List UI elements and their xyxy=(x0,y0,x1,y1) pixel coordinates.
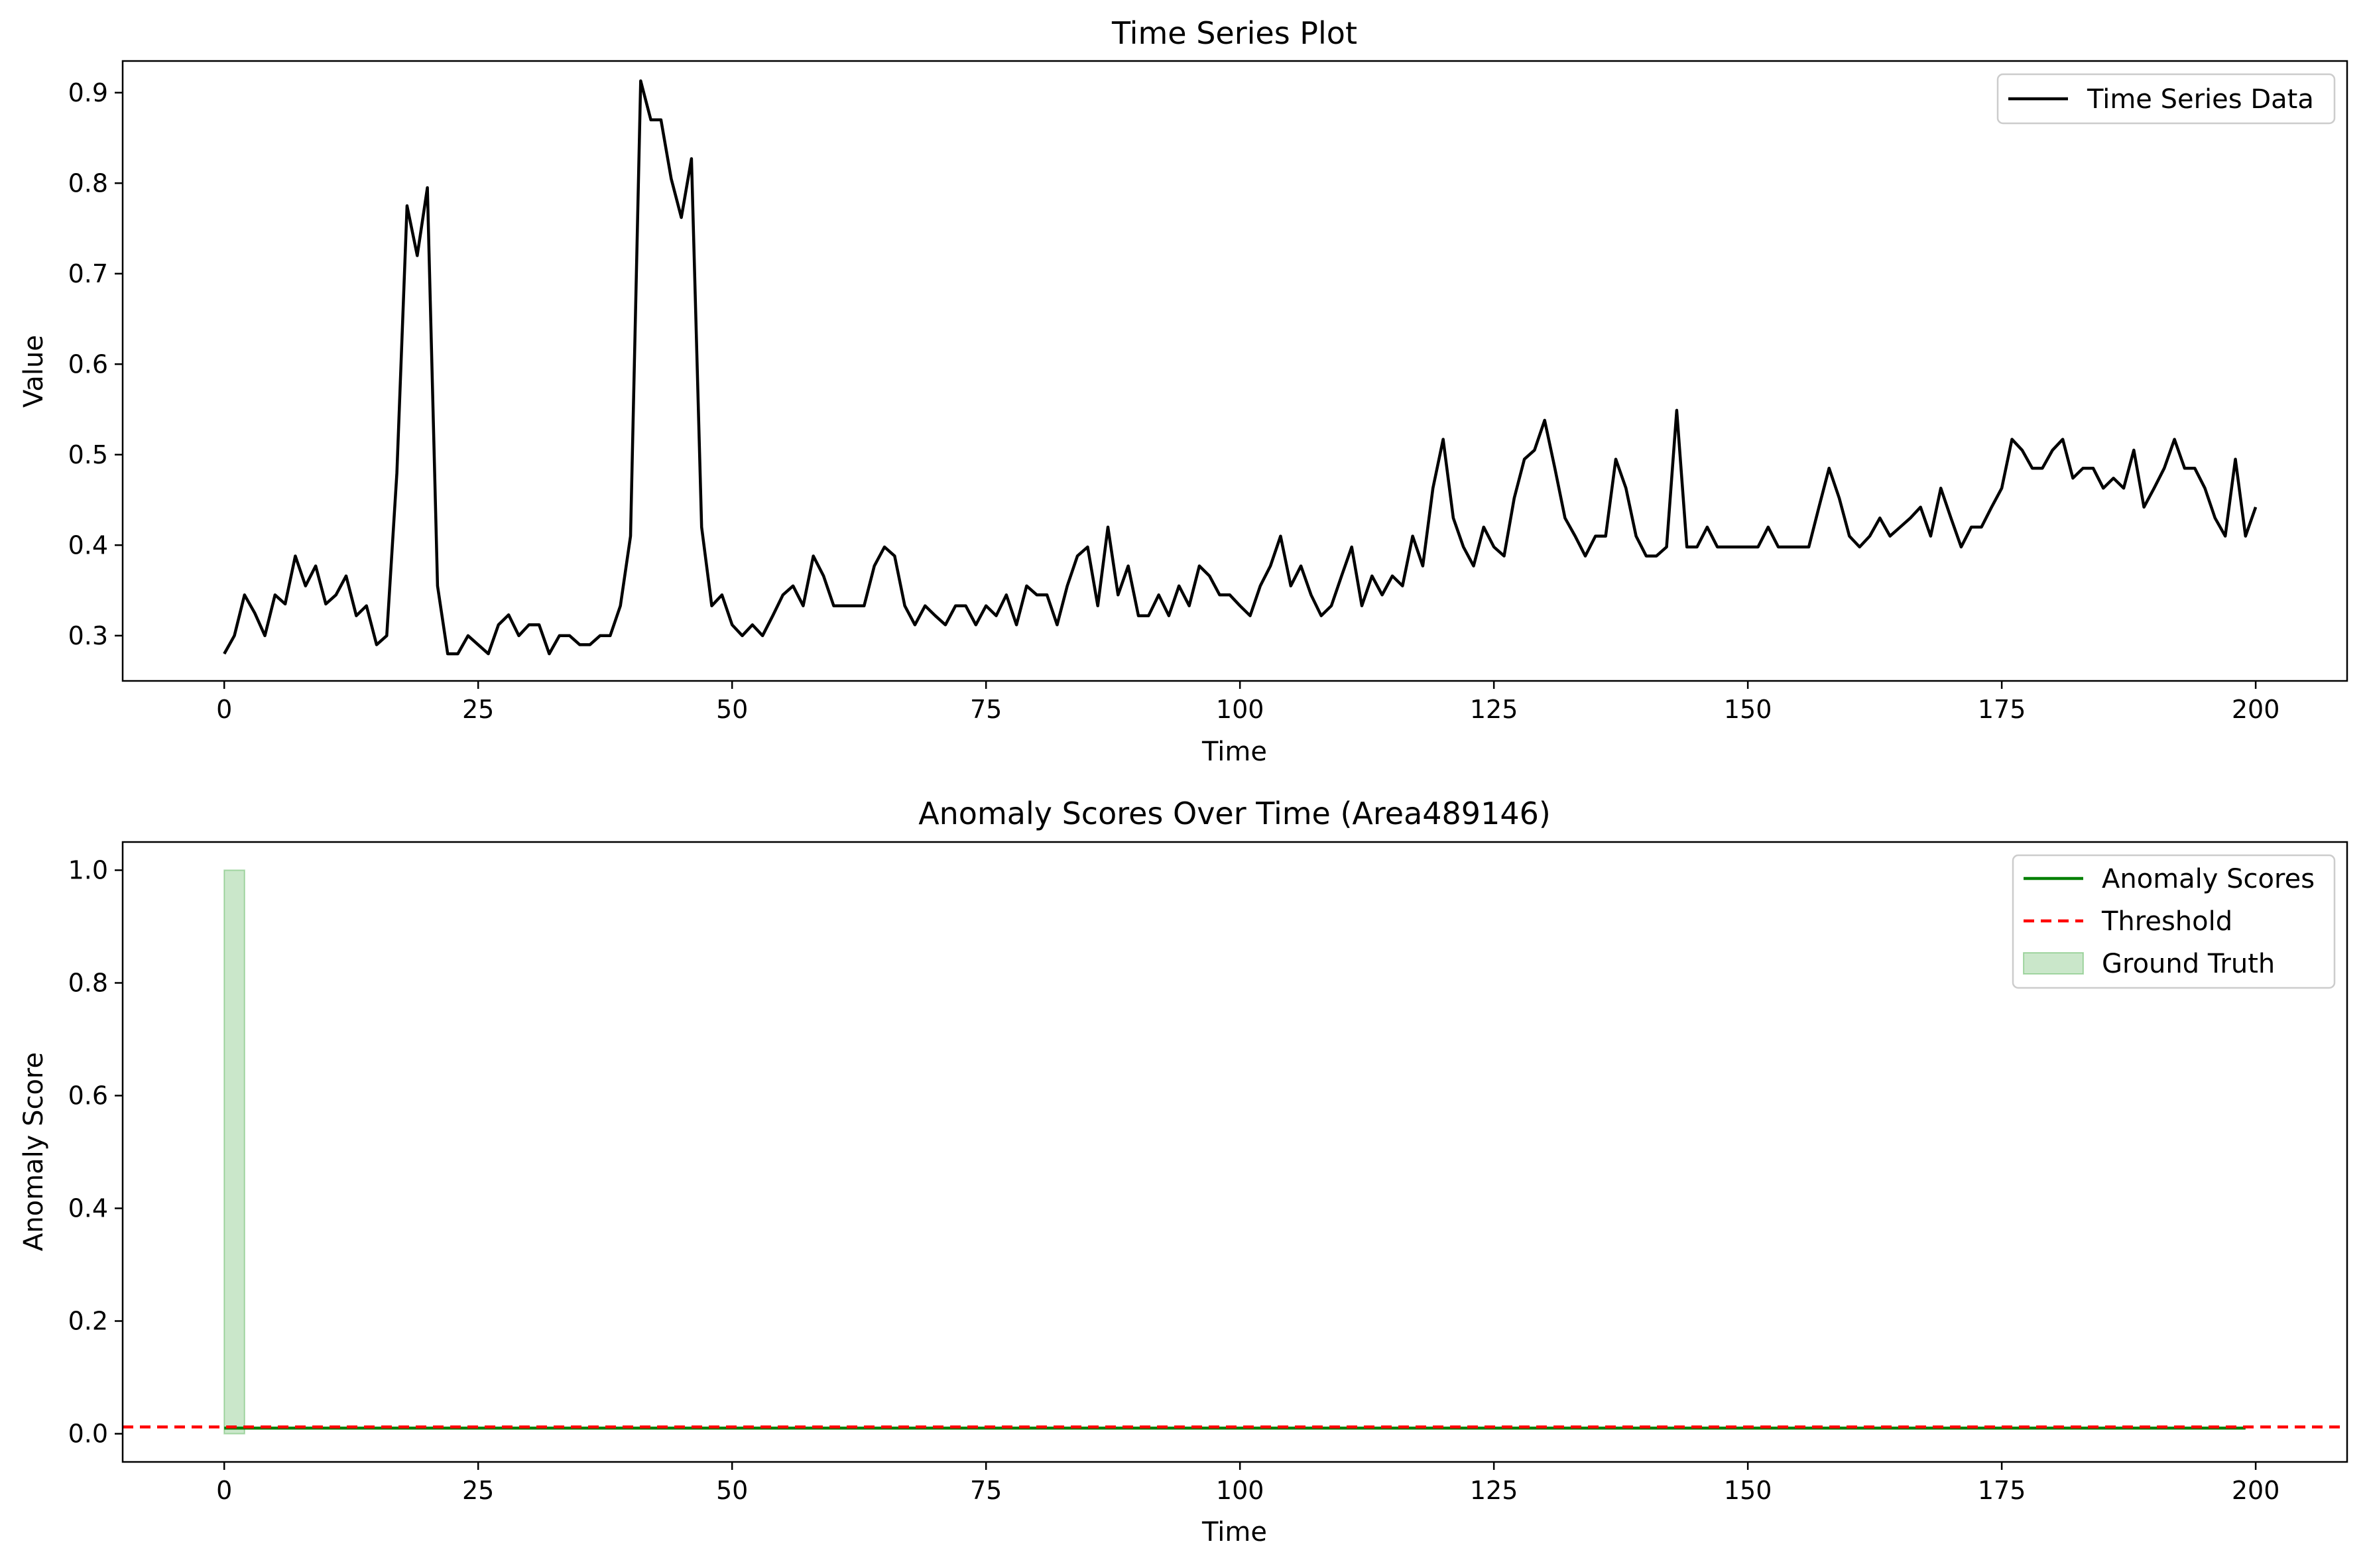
legend-label-ground-truth: Ground Truth xyxy=(2102,949,2275,979)
top-legend-label: Time Series Data xyxy=(2087,84,2314,115)
top-x-tick-label: 0 xyxy=(216,695,232,724)
top-series-line xyxy=(223,79,2258,656)
top-y-axis-label: Value xyxy=(19,335,49,408)
bottom-plot-frame xyxy=(121,841,2348,1463)
top-chart: Time Series Plot 0 25 50 75 100 125 150 175 2000… xyxy=(19,15,2348,767)
top-y-tick-label: 0.9 xyxy=(68,78,108,107)
legend-swatch-ground-truth xyxy=(2023,952,2084,975)
top-y-tick-label: 0.3 xyxy=(68,621,108,650)
top-x-tick-label: 125 xyxy=(1470,695,1518,724)
bottom-y-tick-label: 0.0 xyxy=(68,1419,108,1449)
bottom-x-tick-label: 100 xyxy=(1216,1476,1264,1505)
legend-label-threshold: Threshold xyxy=(2101,906,2232,937)
bottom-legend: Anomaly Scores Threshold Ground Truth xyxy=(2012,854,2336,989)
top-y-tick-label: 0.6 xyxy=(68,349,108,379)
top-x-tick-label: 150 xyxy=(1724,695,1772,724)
bottom-x-tick-label: 25 xyxy=(462,1476,494,1505)
bottom-x-axis-label: Time xyxy=(1201,1517,1267,1547)
top-y-tick-label: 0.4 xyxy=(68,530,108,560)
top-y-tick-label: 0.7 xyxy=(68,259,108,288)
top-x-tick-label: 75 xyxy=(970,695,1002,724)
bottom-x-tick-label: 50 xyxy=(716,1476,748,1505)
bottom-y-axis-label: Anomaly Score xyxy=(19,1052,49,1251)
bottom-y-tick-label: 0.8 xyxy=(68,969,108,998)
bottom-y-tick-label: 0.2 xyxy=(68,1307,108,1336)
top-x-tick-label: 50 xyxy=(716,695,748,724)
top-y-tick-label: 0.5 xyxy=(68,440,108,469)
bottom-chart-title: Anomaly Scores Over Time (Area489146) xyxy=(918,796,1551,831)
bottom-y-tick-label: 1.0 xyxy=(68,856,108,885)
legend-label-anomaly-scores: Anomaly Scores xyxy=(2102,864,2315,894)
top-legend: Time Series Data xyxy=(1996,73,2336,125)
top-x-tick-label: 25 xyxy=(462,695,494,724)
bottom-legend-box xyxy=(2012,854,2336,989)
top-plot-frame xyxy=(121,60,2348,682)
bottom-x-tick-label: 175 xyxy=(1978,1476,2026,1505)
top-x-tick-label: 175 xyxy=(1978,695,2026,724)
top-x-tick-label: 100 xyxy=(1216,695,1264,724)
bottom-chart-ticks: 0 25 50 75 100 125 150 175 200 0.0 0.2 0.4 0.6 0.8 1.0 xyxy=(68,856,2280,1506)
top-x-axis-label: Time xyxy=(1201,737,1267,767)
ground-truth-span xyxy=(223,869,245,1435)
top-chart-ticks: 0 25 50 75 100 125 150 175 200 0.3 0.4 0.5 0.6 0.7 0.8… xyxy=(68,78,2280,724)
bottom-x-tick-label: 125 xyxy=(1470,1476,1518,1505)
bottom-chart: Anomaly Scores Over Time (Area489146) 0 2… xyxy=(19,796,2348,1547)
bottom-x-tick-label: 200 xyxy=(2232,1476,2280,1505)
top-x-tick-label: 200 xyxy=(2232,695,2280,724)
top-y-tick-label: 0.8 xyxy=(68,168,108,198)
bottom-x-tick-label: 0 xyxy=(216,1476,232,1505)
bottom-y-tick-label: 0.6 xyxy=(68,1081,108,1111)
bottom-x-tick-label: 150 xyxy=(1724,1476,1772,1505)
bottom-y-tick-label: 0.4 xyxy=(68,1194,108,1223)
top-legend-box xyxy=(1996,73,2336,125)
bottom-x-tick-label: 75 xyxy=(970,1476,1002,1505)
top-chart-title: Time Series Plot xyxy=(1111,15,1357,51)
